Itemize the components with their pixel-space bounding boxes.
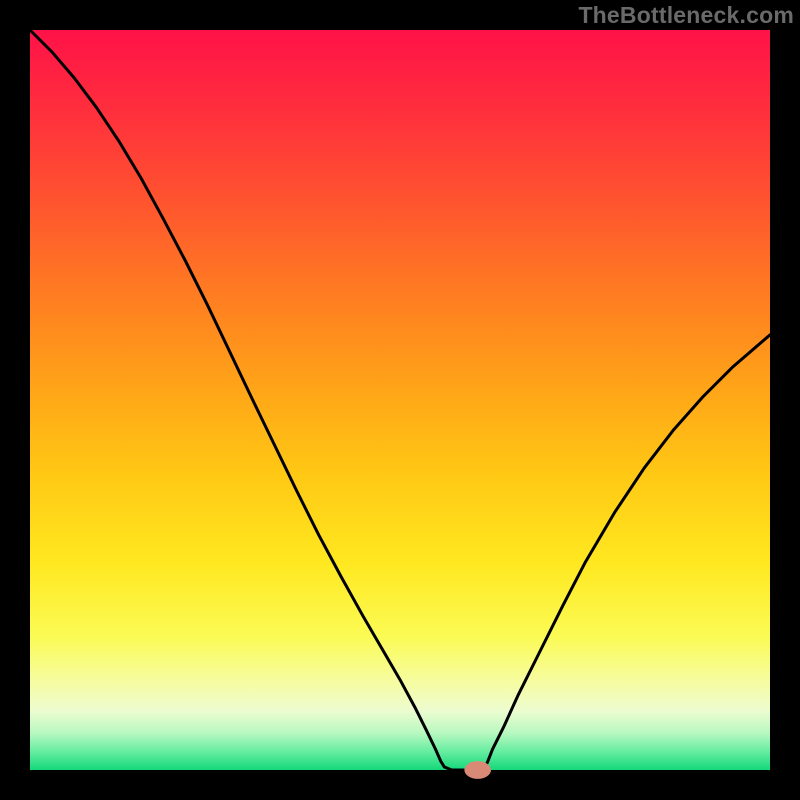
chart-container: TheBottleneck.com (0, 0, 800, 800)
watermark-text: TheBottleneck.com (578, 2, 794, 29)
gradient-plot-area (30, 30, 770, 770)
bottleneck-chart-svg (0, 0, 800, 800)
optimal-point-marker (464, 761, 491, 779)
